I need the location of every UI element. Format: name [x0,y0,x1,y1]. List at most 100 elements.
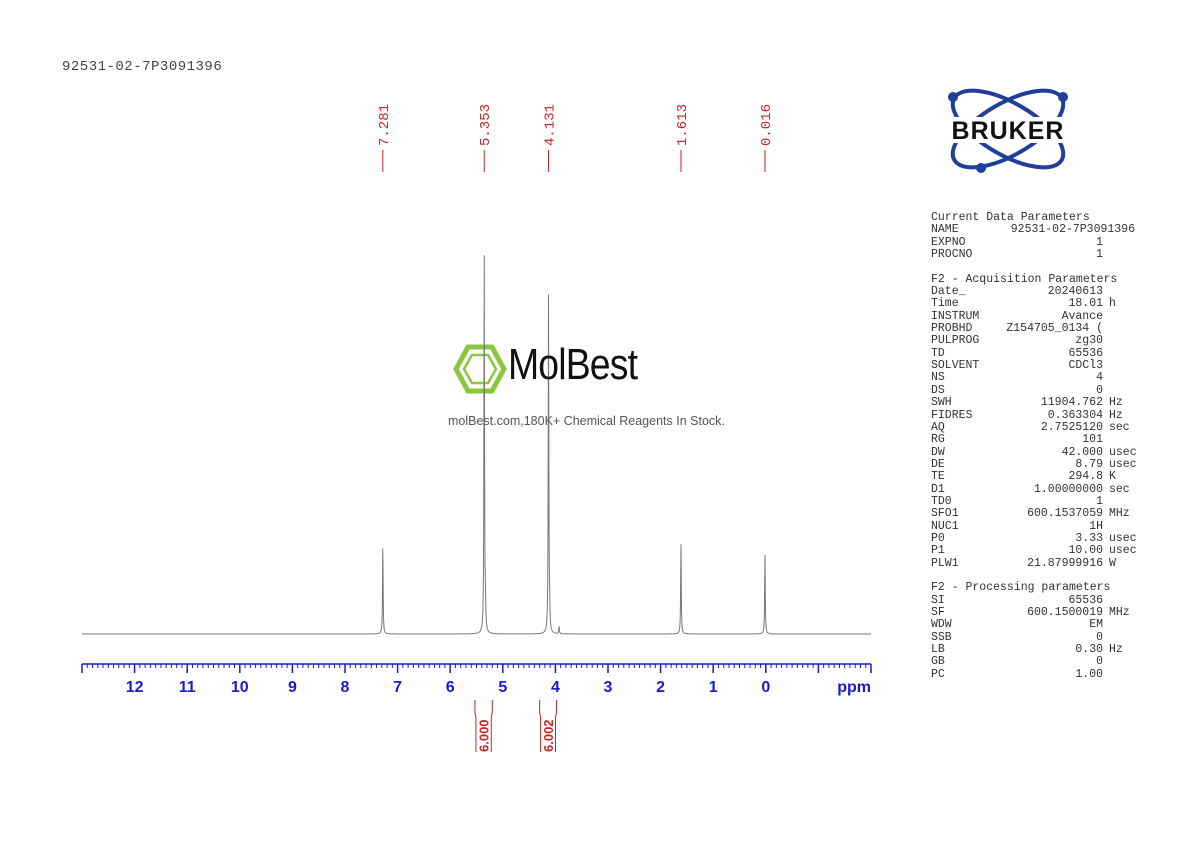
param-key: RG [931,433,945,447]
watermark-name: MolBest [508,340,638,389]
param-value: EM [1089,618,1103,632]
integral-bracket [474,700,493,752]
param-key: DS [931,383,945,397]
param-row: SWH 11904.762 Hz [931,396,1171,410]
param-unit: sec [1109,482,1130,496]
spectrum-trace [82,255,871,635]
param-row: SF 600.1500019 MHz [931,606,1171,619]
param-key: SWH [931,396,952,410]
param-key: DW [931,445,945,459]
peak-label: 0.016 [759,104,775,146]
x-tick-label: 7 [393,679,402,696]
param-key: WDW [931,618,952,632]
param-unit: usec [1109,544,1137,558]
param-value: 18.01 [1068,297,1103,311]
param-unit [1103,237,1139,249]
x-tick-label: 4 [551,679,560,696]
param-row: P1 10.00 usec [931,544,1171,558]
param-row: TE 294.8 K [931,470,1171,484]
param-row: D1 1.00000000 sec [931,482,1171,496]
param-row: PC 1.00 [931,667,1171,681]
param-row: P0 3.33 usec [931,531,1171,545]
param-key: TE [931,470,945,484]
param-key: PULPROG [931,334,980,348]
param-key: NS [931,371,945,385]
param-key: Time [931,297,959,311]
param-value: zg30 [1075,334,1103,348]
param-value: 65536 [1068,346,1103,360]
param-row: PROCNO 1 [931,248,1171,262]
param-key: PC [931,667,945,681]
x-tick-label: 1 [709,679,718,696]
param-key: NUC1 [931,519,959,533]
param-row: NS 4 [931,371,1171,385]
param-unit: W [1109,556,1116,570]
param-key: DE [931,457,945,471]
param-unit: usec [1109,457,1137,471]
param-row: LB 0.30 Hz [931,643,1171,657]
param-row: SFO1 600.1537059 MHz [931,507,1171,521]
param-value: 2.7525120 [1040,420,1103,434]
peak-label: 4.131 [543,104,559,146]
bruker-logo: BRUKER [924,88,1092,173]
param-value: 42.000 [1061,445,1103,459]
param-value: 1 [1096,248,1103,262]
x-tick-label: 9 [288,679,297,696]
param-unit: Hz [1109,408,1123,422]
param-row: RG 101 [931,433,1171,447]
param-row: Time 18.01 h [931,297,1171,311]
param-key: FIDRES [931,408,973,422]
param-row: Date_ 20240613 [931,285,1171,299]
param-key: TD [931,346,945,360]
param-row: PULPROG zg30 [931,334,1171,348]
param-row: TD0 1 [931,494,1171,508]
param-row: SSB 0 [931,631,1171,644]
param-value: 1 [1096,494,1103,508]
param-unit: Hz [1109,643,1123,657]
param-row: NAME 92531-02-7P3091396 [931,223,1171,236]
param-row: SI 65536 [931,593,1171,607]
param-value: 4 [1096,371,1103,385]
param-key: P0 [931,531,945,545]
param-value: 1.00 [1075,667,1103,681]
peak-label: 1.613 [675,104,691,146]
param-value: 3.33 [1075,531,1103,545]
param-key: Date_ [931,285,966,299]
peak-label: 7.281 [377,104,393,146]
param-value: 65536 [1068,593,1103,607]
param-unit: usec [1109,531,1137,545]
param-row: SOLVENT CDCl3 [931,359,1171,373]
param-unit [1103,311,1139,323]
param-value: 0 [1096,655,1103,669]
param-key: GB [931,655,945,669]
param-unit [1103,619,1139,631]
param-unit: MHz [1109,507,1130,521]
param-key: SI [931,593,945,607]
param-unit [1103,372,1139,384]
param-unit: Hz [1109,396,1123,410]
param-value: 0.30 [1075,643,1103,657]
param-row: TD 65536 [931,346,1171,360]
param-unit [1103,335,1139,347]
x-tick-label: 3 [604,679,613,696]
param-unit: K [1109,470,1116,484]
param-key: PLW1 [931,556,959,570]
param-row: FIDRES 0.363304 Hz [931,408,1171,422]
param-value: 0 [1096,383,1103,397]
watermark-tagline: molBest.com,180K+ Chemical Reagents In S… [448,414,725,428]
param-value: 600.1500019 [1027,606,1103,619]
param-unit [1135,224,1171,236]
param-key: SFO1 [931,507,959,521]
param-key: LB [931,643,945,657]
param-value: 20240613 [1047,285,1103,299]
param-value: 10.00 [1068,544,1103,558]
param-key: PROBHD [931,322,973,336]
param-value: 1 [1096,235,1103,249]
param-key: SOLVENT [931,359,980,373]
integral-bracket [539,700,557,752]
param-section-heading: Current Data Parameters [931,211,1090,224]
param-row: DW 42.000 usec [931,445,1171,459]
param-unit [1103,669,1139,681]
param-unit: sec [1109,420,1130,434]
